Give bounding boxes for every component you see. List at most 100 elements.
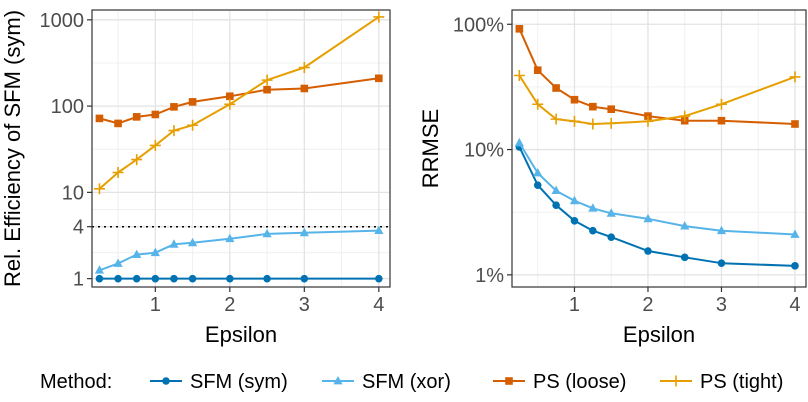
efficiency-line-sfm-xor [99,229,379,272]
rrmse-point-ps-tight [513,70,525,82]
efficiency-point-sfm-xor [374,225,384,235]
rrmse-panel: 1 2 3 4 1% 10% 100% Epsilon RRMSE [418,9,807,347]
efficiency-y-tick-label: 4 [73,217,84,239]
rrmse-point-ps-tight [715,98,727,110]
efficiency-point-sfm-xor [113,258,123,267]
efficiency-point-sfm-sym [263,274,271,283]
efficiency-panel-background [92,10,390,287]
rrmse-point-sfm-xor [551,185,561,195]
rrmse-x-axis-label: Epsilon [623,322,695,347]
rrmse-y-tick-label: 10% [464,140,504,162]
rrmse-point-sfm-xor [514,137,524,147]
rrmse-line-sfm-sym [518,146,796,267]
legend-title: Method: [40,371,112,393]
rrmse-point-ps-loose [552,84,560,92]
legend-item-ps-loose: PS (loose) [493,371,626,393]
rrmse-point-sfm-xor [569,195,580,205]
rrmse-point-sfm-xor [790,229,800,238]
rrmse-point-ps-tight [532,98,544,110]
legend-label: SFM (sym) [190,371,288,393]
rrmse-point-ps-loose [791,120,799,128]
efficiency-point-ps-tight [168,125,180,137]
efficiency-point-ps-tight [373,11,385,23]
rrmse-panel-background [512,10,806,287]
rrmse-point-sfm-xor [606,208,616,217]
rrmse-y-tick-label: 100% [453,14,504,36]
efficiency-series-sfm-sym [95,274,383,283]
efficiency-point-ps-loose [170,103,178,111]
legend-swatch-marker [162,377,170,385]
rrmse-panel-border [511,9,807,288]
rrmse-x-tick-label: 3 [716,294,727,316]
efficiency-point-sfm-xor [169,239,179,248]
efficiency-point-sfm-xor [132,249,142,258]
rrmse-point-sfm-sym [791,262,799,270]
legend-label: PS (loose) [533,371,626,393]
efficiency-point-sfm-xor [225,233,235,243]
rrmse-point-sfm-sym [680,253,689,262]
efficiency-point-ps-loose [132,113,141,121]
rrmse-x-tick-label: 1 [569,294,580,316]
rrmse-point-sfm-sym [533,181,542,189]
rrmse-point-sfm-sym [644,247,652,255]
rrmse-series [513,25,801,270]
rrmse-point-ps-loose [533,66,542,74]
efficiency-x-tick-label: 3 [299,294,310,316]
efficiency-point-ps-tight [261,74,273,86]
rrmse-grid [512,10,806,287]
rrmse-ticks: 1 2 3 4 1% 10% 100% [453,14,801,316]
rrmse-point-sfm-sym [570,217,579,225]
efficiency-line-ps-tight [98,16,380,190]
rrmse-point-sfm-sym [589,226,597,235]
rrmse-point-sfm-sym [552,201,560,209]
efficiency-point-ps-loose [300,84,309,93]
efficiency-point-ps-loose [188,98,197,106]
efficiency-point-sfm-sym [188,274,197,283]
rrmse-point-sfm-sym [717,259,726,267]
efficiency-point-ps-tight [298,62,310,74]
efficiency-point-sfm-sym [151,274,160,283]
efficiency-point-sfm-sym [375,274,383,283]
rrmse-point-ps-tight [679,110,691,122]
rrmse-point-sfm-xor [533,168,543,177]
legend-item-ps-tight: PS (tight) [660,371,783,393]
rrmse-line-sfm-xor [518,142,796,236]
efficiency-point-sfm-xor [94,265,105,274]
efficiency-y-tick-label: 1000 [40,10,85,32]
efficiency-point-sfm-xor [187,237,198,247]
efficiency-point-sfm-xor [299,227,309,237]
legend-item-sfm-sym: SFM (sym) [150,371,288,393]
efficiency-point-sfm-xor [262,228,272,238]
efficiency-point-sfm-sym [300,274,309,283]
efficiency-line-ps-loose [99,77,379,125]
legend-swatch-marker [505,377,513,385]
rrmse-point-ps-loose [607,105,616,113]
rrmse-point-ps-tight [789,71,801,83]
efficiency-point-ps-tight [224,98,236,110]
efficiency-panel: 1 2 3 4 1 4 10 100 1000 Epsilon Rel. Efficiency … [0,9,391,347]
rrmse-y-axis-label: RRMSE [418,109,443,188]
efficiency-panel-border [91,9,391,288]
legend-items: SFM (sym) SFM (xor) PS (loose) PS (tight) [150,371,783,393]
efficiency-y-axis-label: Rel. Efficiency of SFM (sym) [0,10,25,287]
efficiency-point-ps-tight [112,166,124,178]
efficiency-x-tick-label: 2 [224,294,235,316]
rrmse-y-tick-label: 1% [475,265,504,287]
efficiency-point-ps-loose [114,119,122,128]
rrmse-point-ps-tight [605,117,617,129]
efficiency-point-sfm-sym [170,274,178,283]
legend-swatch-marker [333,376,343,385]
rrmse-point-sfm-xor [643,213,653,223]
rrmse-point-sfm-xor [680,221,690,230]
efficiency-point-ps-loose [263,85,271,94]
efficiency-point-sfm-sym [226,274,234,283]
efficiency-series-ps-tight [93,11,385,195]
rrmse-line-ps-loose [518,28,796,125]
rrmse-x-tick-label: 4 [789,294,800,316]
efficiency-x-tick-label: 1 [150,294,161,316]
legend-item-sfm-xor: SFM (xor) [322,371,451,393]
rrmse-series-sfm-xor [514,137,800,238]
legend-label: SFM (xor) [362,371,451,393]
legend: Method: SFM (sym) SFM (xor) PS (loose) PS (… [40,371,783,393]
